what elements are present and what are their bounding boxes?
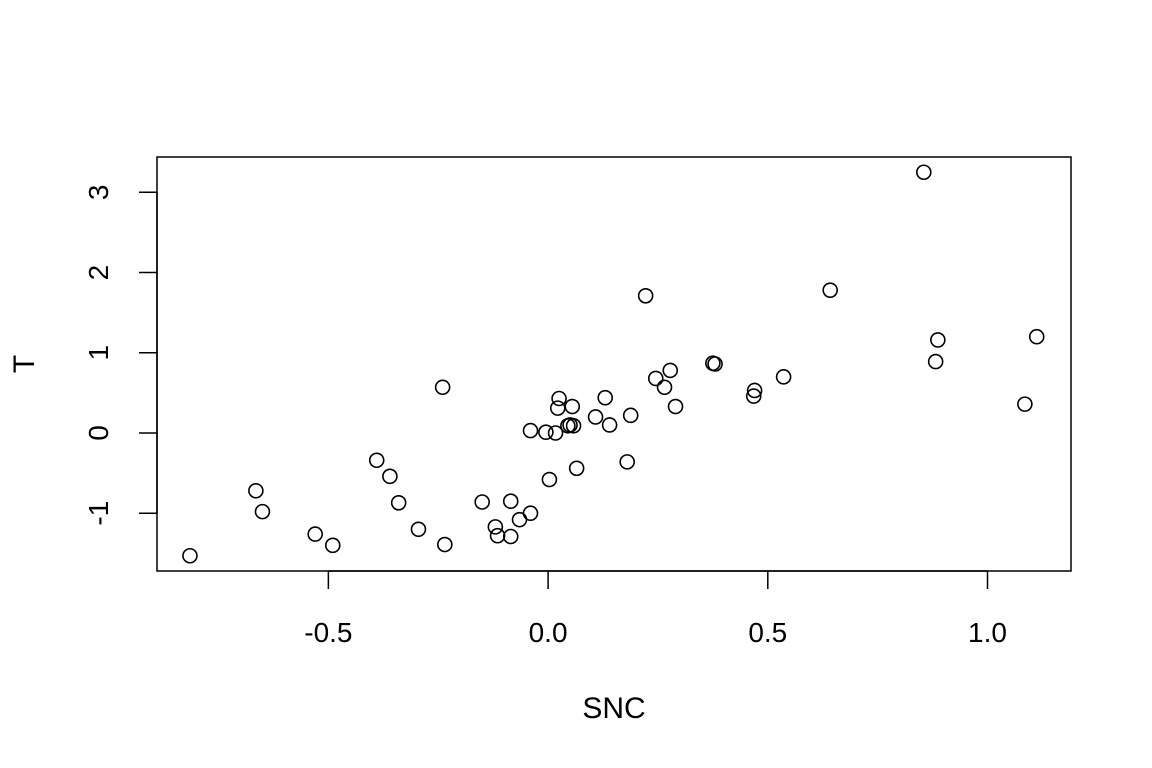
data-point bbox=[746, 382, 763, 399]
data-point bbox=[568, 460, 585, 477]
x-tick-label: 1.0 bbox=[968, 617, 1007, 648]
data-point bbox=[474, 494, 490, 510]
y-tick-label: 1 bbox=[83, 345, 114, 361]
data-point bbox=[622, 407, 639, 424]
data-point bbox=[564, 398, 581, 415]
data-point bbox=[667, 398, 684, 415]
data-point bbox=[538, 424, 554, 440]
data-point bbox=[587, 409, 604, 425]
x-tick-label: 0.5 bbox=[748, 617, 787, 648]
data-point bbox=[1017, 396, 1033, 412]
data-point bbox=[307, 526, 323, 542]
data-point bbox=[647, 370, 664, 387]
plot-frame bbox=[156, 156, 1072, 572]
data-point bbox=[502, 528, 519, 545]
data-point bbox=[745, 388, 762, 404]
x-tick-label: -0.5 bbox=[304, 617, 352, 648]
data-point bbox=[707, 356, 723, 372]
data-point bbox=[775, 369, 792, 385]
data-point bbox=[547, 425, 564, 441]
data-point bbox=[551, 390, 567, 407]
y-axis: -1 0 1 2 3 bbox=[83, 185, 158, 526]
data-point bbox=[927, 353, 944, 370]
y-tick-label: 3 bbox=[83, 185, 114, 201]
data-point bbox=[489, 527, 506, 544]
y-tick-label: -1 bbox=[83, 501, 114, 526]
data-point bbox=[390, 495, 407, 511]
data-point bbox=[437, 536, 453, 553]
data-point bbox=[656, 379, 673, 396]
y-tick-label: 2 bbox=[83, 265, 114, 281]
data-point bbox=[522, 505, 539, 522]
y-axis-label: T bbox=[8, 355, 41, 373]
data-point bbox=[410, 521, 427, 538]
x-axis-label: SNC bbox=[582, 692, 645, 725]
data-point bbox=[1028, 328, 1045, 345]
data-point bbox=[254, 503, 271, 520]
data-point bbox=[502, 493, 519, 509]
data-point bbox=[915, 164, 932, 181]
data-point bbox=[619, 454, 635, 470]
data-point bbox=[565, 417, 582, 434]
data-point bbox=[662, 362, 679, 379]
x-axis: -0.5 0.0 0.5 1.0 bbox=[304, 570, 1007, 648]
data-point bbox=[382, 468, 398, 485]
data-point bbox=[368, 452, 385, 469]
data-point bbox=[541, 471, 558, 488]
data-point bbox=[549, 400, 566, 416]
y-tick-label: 0 bbox=[83, 425, 114, 441]
data-point bbox=[597, 389, 614, 406]
data-point bbox=[930, 332, 946, 348]
data-point bbox=[822, 282, 838, 298]
data-point bbox=[637, 288, 654, 304]
data-point bbox=[248, 482, 264, 499]
data-point bbox=[487, 519, 504, 535]
data-point bbox=[182, 547, 198, 564]
data-points bbox=[182, 164, 1045, 564]
data-point bbox=[601, 417, 618, 433]
data-point bbox=[324, 537, 341, 554]
data-point bbox=[434, 379, 451, 396]
x-tick-label: 0.0 bbox=[529, 617, 568, 648]
data-point bbox=[522, 422, 539, 439]
